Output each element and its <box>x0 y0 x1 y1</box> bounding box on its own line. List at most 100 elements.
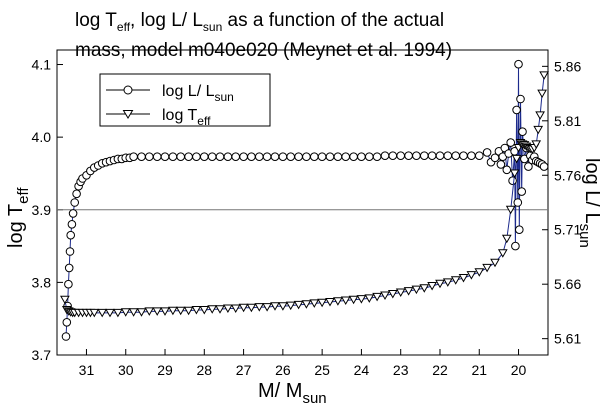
point-luminosity-89 <box>517 187 527 196</box>
point-temperature-66 <box>511 154 522 164</box>
point-luminosity-63 <box>420 151 429 160</box>
point-luminosity-47 <box>294 152 303 161</box>
point-temperature-29 <box>238 303 249 313</box>
point-luminosity-8 <box>68 209 78 218</box>
x-tick-label-10: 21 <box>471 362 487 378</box>
y-right-tick-label-2: 5.71 <box>554 222 581 238</box>
x-tick-label-0: 31 <box>79 362 95 378</box>
x-tick-label-7: 24 <box>354 362 370 378</box>
point-luminosity-35 <box>200 152 209 161</box>
point-luminosity-56 <box>365 152 374 161</box>
plot-frame <box>56 49 549 356</box>
y-left-tick-label-4: 4.1 <box>32 57 52 73</box>
y-right-tick-label-0: 5.61 <box>554 331 581 347</box>
point-temperature-58 <box>466 271 477 280</box>
point-luminosity-57 <box>372 152 382 161</box>
point-luminosity-66 <box>443 151 453 160</box>
point-luminosity-34 <box>192 152 201 161</box>
point-luminosity-53 <box>341 152 351 161</box>
point-luminosity-45 <box>278 152 288 161</box>
x-tick-label-8: 23 <box>393 362 409 378</box>
point-temperature-13 <box>113 308 123 318</box>
point-temperature-59 <box>474 268 485 277</box>
x-tick-label-6: 25 <box>314 362 330 378</box>
point-temperature-20 <box>168 306 178 316</box>
point-luminosity-50 <box>317 152 327 161</box>
point-temperature-30 <box>246 303 257 313</box>
point-luminosity-51 <box>325 152 335 161</box>
y-right-tick-label-5: 5.86 <box>554 58 581 74</box>
point-luminosity-85 <box>513 198 523 207</box>
point-temperature-46 <box>372 292 382 302</box>
point-temperature-22 <box>183 306 194 316</box>
point-luminosity-7 <box>67 220 77 229</box>
point-luminosity-42 <box>254 152 264 161</box>
point-luminosity-4 <box>64 263 74 273</box>
point-luminosity-26 <box>129 152 138 161</box>
point-temperature-35 <box>285 301 296 311</box>
y-right-axis-title: log L/ Lsun <box>576 158 600 248</box>
point-temperature-38 <box>309 299 320 308</box>
point-temperature-77 <box>533 125 544 135</box>
point-luminosity-59 <box>388 151 398 160</box>
point-luminosity-49 <box>310 152 319 161</box>
point-temperature-26 <box>215 305 225 314</box>
point-temperature-25 <box>207 305 218 314</box>
point-temperature-17 <box>144 307 155 316</box>
point-temperature-15 <box>128 308 139 317</box>
point-temperature-16 <box>136 308 147 317</box>
point-luminosity-83 <box>511 241 520 251</box>
point-temperature-28 <box>230 304 241 314</box>
x-axis-title: M/ Msun <box>258 380 327 407</box>
point-luminosity-55 <box>357 152 366 161</box>
point-temperature-41 <box>333 297 343 306</box>
point-temperature-24 <box>199 306 210 315</box>
point-temperature-18 <box>152 307 163 316</box>
point-luminosity-30 <box>160 152 170 161</box>
point-luminosity-0 <box>61 332 71 341</box>
legend-marker-circle <box>123 85 133 95</box>
point-luminosity-101 <box>539 162 549 171</box>
point-temperature-21 <box>175 306 186 316</box>
legend-label-luminosity: log L/ Lsun <box>162 83 234 104</box>
point-temperature-19 <box>160 307 170 316</box>
point-luminosity-43 <box>262 152 272 161</box>
point-temperature-56 <box>450 276 461 285</box>
point-luminosity-3 <box>64 279 73 289</box>
point-luminosity-10 <box>72 189 81 199</box>
point-luminosity-67 <box>451 151 461 160</box>
point-luminosity-68 <box>459 151 468 160</box>
point-luminosity-44 <box>270 152 280 161</box>
point-temperature-52 <box>419 284 430 293</box>
point-luminosity-1 <box>62 318 72 327</box>
point-luminosity-64 <box>427 151 437 160</box>
point-luminosity-33 <box>184 152 193 161</box>
chart-title-line1: log Teff, log L/ Lsun as a function of t… <box>75 10 444 34</box>
x-tick-label-2: 29 <box>157 362 173 378</box>
point-luminosity-90 <box>518 127 527 136</box>
point-temperature-12 <box>105 308 115 318</box>
legend-marker-triangle <box>122 110 134 119</box>
y-right-tick-label-3: 5.76 <box>554 167 581 183</box>
point-temperature-78 <box>535 111 545 120</box>
point-luminosity-31 <box>168 152 178 161</box>
point-luminosity-78 <box>502 165 512 175</box>
point-temperature-55 <box>442 278 453 287</box>
point-luminosity-41 <box>247 152 256 161</box>
point-temperature-42 <box>340 296 351 306</box>
point-luminosity-62 <box>412 151 421 160</box>
point-temperature-65 <box>509 169 520 179</box>
point-luminosity-52 <box>333 152 343 161</box>
point-luminosity-88 <box>516 94 525 104</box>
point-luminosity-29 <box>152 152 162 161</box>
point-temperature-50 <box>403 287 414 296</box>
y-left-axis-title: log Teff <box>5 187 32 248</box>
legend: log L/ Lsun log Teff <box>99 73 271 128</box>
point-luminosity-28 <box>145 152 154 161</box>
point-temperature-36 <box>293 300 304 310</box>
point-luminosity-84 <box>512 105 521 115</box>
point-temperature-27 <box>223 304 233 314</box>
point-temperature-63 <box>501 234 512 244</box>
point-temperature-62 <box>497 249 508 258</box>
point-luminosity-27 <box>137 152 146 161</box>
